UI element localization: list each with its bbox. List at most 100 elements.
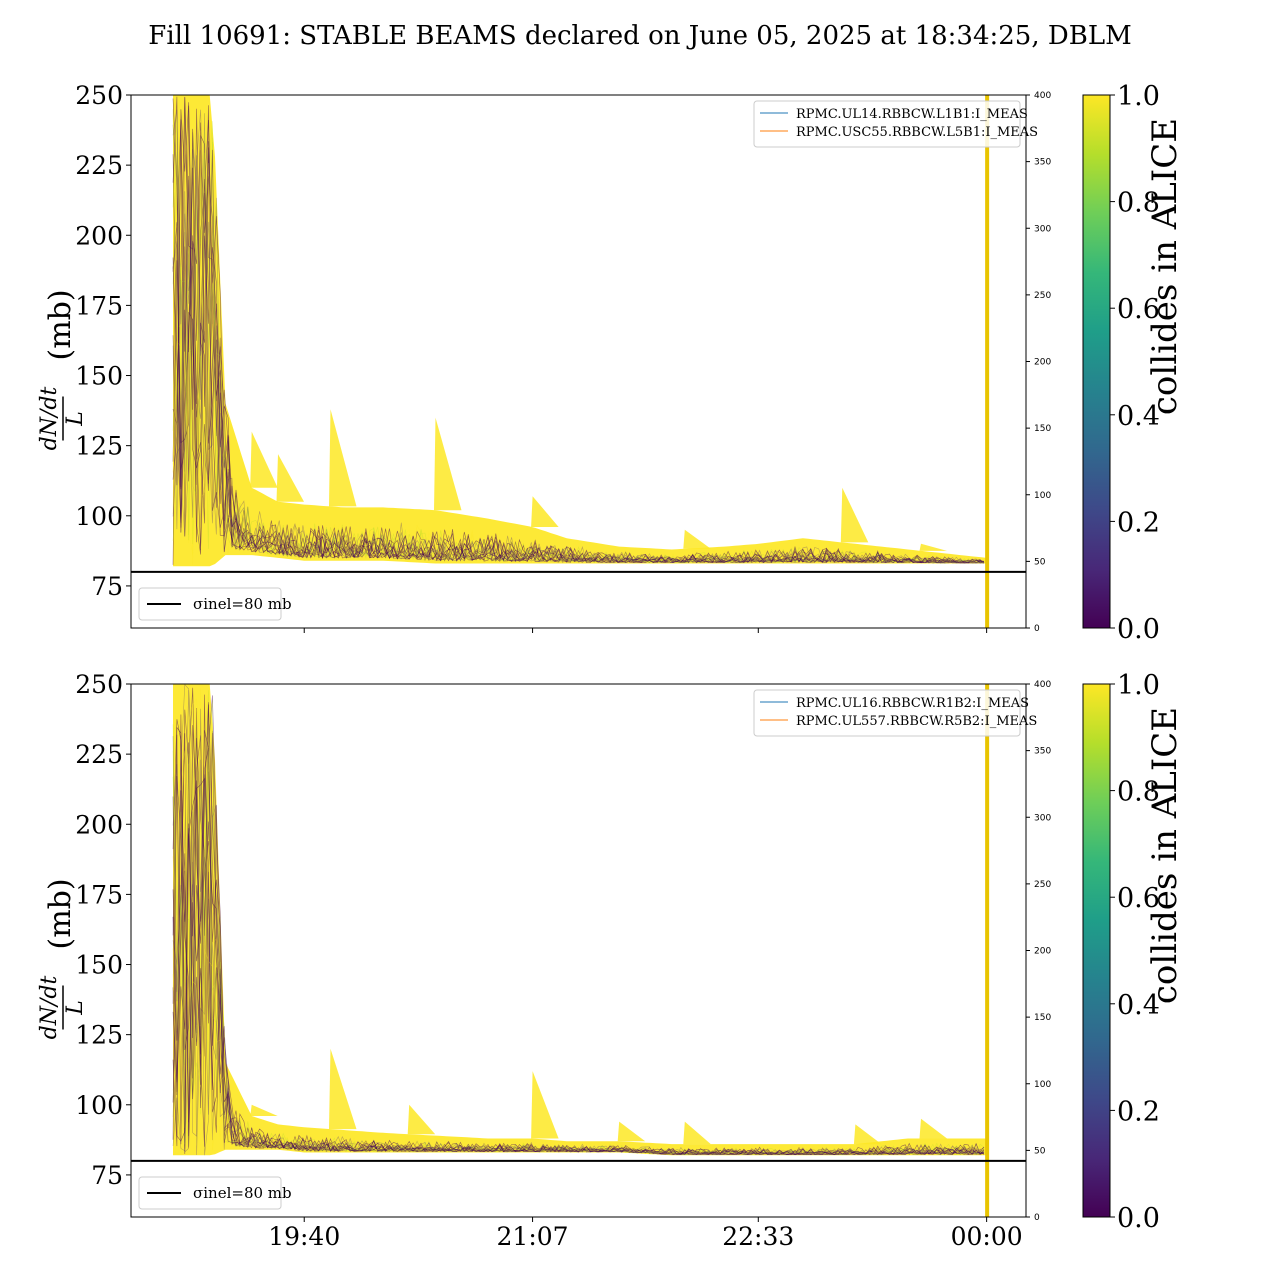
y-tick-label: 100 <box>75 1091 123 1120</box>
y2-tick-label: 150 <box>1034 1013 1051 1023</box>
noise-trace <box>172 760 985 1156</box>
noise-trace <box>172 128 985 564</box>
colorbar-tick-label: 0.8 <box>1117 188 1160 219</box>
y-axis-label-unit: (mb) <box>43 878 78 949</box>
y-tick-label: 175 <box>75 880 123 909</box>
spike <box>853 1124 882 1145</box>
panels: 75 100 125 150 175 200 225 250 0 50 100 150 200 250 30… <box>37 81 1185 1251</box>
panel-top: 75 100 125 150 175 200 225 250 0 50 100 150 200 250 30… <box>37 81 1185 645</box>
y-tick-label: 200 <box>75 810 123 839</box>
series-legend: RPMC.UL16.RBBCW.R1B2:I_MEAS RPMC.UL557.RB… <box>753 689 1037 737</box>
y2-tick-label: 250 <box>1034 880 1051 890</box>
noise-trace <box>172 732 985 1156</box>
noise-trace <box>172 777 985 1155</box>
panel-bottom: 75 100 125 150 175 200 225 250 0 50 100 150 200 250 30… <box>37 670 1185 1251</box>
y2-tick-label: 50 <box>1034 557 1046 567</box>
legend-box <box>753 100 1021 148</box>
noise-trace <box>172 98 985 564</box>
spike <box>407 1104 436 1135</box>
noise-trace <box>172 130 985 564</box>
colorbar-tick-label: 0.6 <box>1117 883 1160 914</box>
y2-tick-label: 300 <box>1034 224 1051 234</box>
colorbar-tick-label: 0.6 <box>1117 294 1160 325</box>
y2-tick-label: 50 <box>1034 1146 1046 1156</box>
legend-box <box>138 587 282 621</box>
y-tick-label: 200 <box>75 221 123 250</box>
noise-trace <box>172 708 985 1156</box>
legend-box <box>138 1176 282 1210</box>
noise-trace <box>172 122 985 564</box>
noise-trace <box>172 687 985 1156</box>
y2-tick-label: 0 <box>1034 1213 1040 1223</box>
y-tick-label: 75 <box>91 1161 123 1190</box>
marker-line <box>985 95 990 628</box>
y2-tick-label: 400 <box>1034 680 1051 690</box>
noise-trace <box>172 726 985 1156</box>
marker-line <box>985 684 990 1217</box>
colorbar-label: collides in ALICE <box>1145 707 1185 1004</box>
colorbar-tick-label: 0.0 <box>1117 1203 1160 1234</box>
noise-trace <box>172 750 985 1156</box>
colorbar-tick-label: 0.2 <box>1117 1096 1160 1127</box>
x-tick-label: 22:33 <box>722 1222 794 1251</box>
reference-legend: σinel=80 mb <box>138 587 292 621</box>
colorbar-tick-label: 1.0 <box>1117 81 1160 112</box>
noise-trace <box>172 697 985 1155</box>
legend-entry: RPMC.UL557.RBBCW.R5B2:I_MEAS <box>796 714 1037 729</box>
spike <box>250 1104 278 1116</box>
series-legend: RPMC.UL14.RBBCW.L1B1:I_MEAS RPMC.USC55.RB… <box>753 100 1038 148</box>
legend-entry: RPMC.UL14.RBBCW.L1B1:I_MEAS <box>796 107 1028 122</box>
y-tick-label: 250 <box>75 81 123 110</box>
y-tick-label: 225 <box>75 740 123 769</box>
noise-trace <box>172 749 985 1156</box>
colorbar <box>1082 94 1111 629</box>
noise-trace <box>172 105 985 564</box>
spike <box>250 431 278 488</box>
noise-trace <box>172 732 985 1156</box>
y2-tick-label: 400 <box>1034 91 1051 101</box>
y2-tick-label: 350 <box>1034 158 1051 168</box>
y-tick-label: 150 <box>75 951 123 980</box>
spike <box>840 487 869 543</box>
spike <box>683 529 711 549</box>
noise-trace <box>172 96 985 564</box>
noise-trace <box>172 750 985 1156</box>
noise-trace <box>172 759 985 1156</box>
spike <box>329 1048 357 1130</box>
noise-trace <box>172 694 985 1156</box>
y-tick-label: 150 <box>75 362 123 391</box>
y2-tick-label: 0 <box>1034 624 1040 634</box>
spike <box>683 1121 711 1145</box>
signal-band <box>173 95 987 567</box>
colorbar-tick-label: 0.4 <box>1117 990 1160 1021</box>
spike <box>531 496 559 527</box>
noise-trace <box>172 708 985 1156</box>
colorbar-tick-label: 1.0 <box>1117 670 1160 701</box>
noise-trace <box>172 690 985 1155</box>
x-tick-label: 00:00 <box>951 1222 1023 1251</box>
y-tick-label: 125 <box>75 432 123 461</box>
y2-tick-label: 100 <box>1034 491 1051 501</box>
y-tick-label: 100 <box>75 502 123 531</box>
colorbar-tick-label: 0.4 <box>1117 401 1160 432</box>
y2-tick-label: 150 <box>1034 424 1051 434</box>
colorbar-tick-label: 0.2 <box>1117 507 1160 538</box>
y-axis-label-numerator: dN/dt <box>37 387 62 451</box>
y-axis-label: dN/dt L (mb) <box>37 289 88 450</box>
noise-trace <box>172 684 985 1156</box>
noise-trace <box>172 771 985 1156</box>
noise-trace <box>172 700 985 1156</box>
reference-legend-label: σinel=80 mb <box>193 595 292 613</box>
colorbar-label: collides in ALICE <box>1145 118 1185 415</box>
y-axis-label-denominator: L <box>63 411 88 427</box>
figure-title: Fill 10691: STABLE BEAMS declared on Jun… <box>148 21 1131 51</box>
legend-box <box>753 689 1021 737</box>
y2-tick-label: 200 <box>1034 947 1051 957</box>
y2-tick-label: 350 <box>1034 747 1051 757</box>
x-tick-label: 21:07 <box>497 1222 569 1251</box>
y2-tick-label: 200 <box>1034 358 1051 368</box>
noise-trace <box>172 704 985 1156</box>
spike <box>919 543 947 551</box>
spike <box>276 454 304 502</box>
